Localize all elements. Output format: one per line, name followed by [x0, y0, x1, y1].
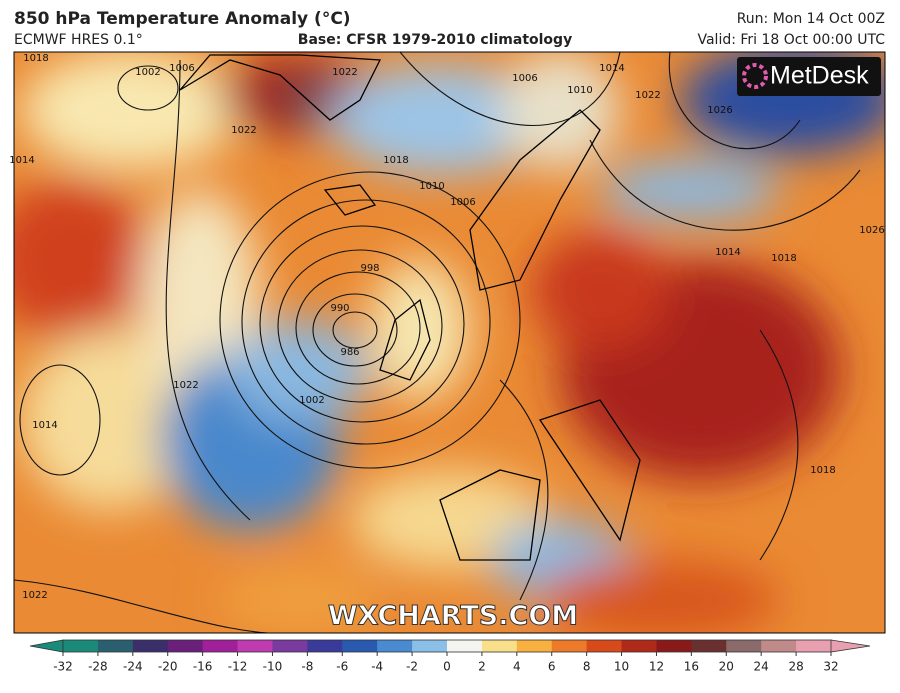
isobar-label: 986	[340, 347, 359, 358]
isobar-label: 990	[330, 303, 349, 314]
colorbar-arrow-right	[830, 639, 871, 653]
colorbar-segment	[691, 640, 727, 652]
colorbar: -32 -28 -24 -20 -16 -12 -10 -8 -6 -4 -2 0 2 4 6 8 10 12 16…	[29, 639, 871, 674]
isobar-label: 1026	[859, 225, 884, 236]
colorbar-tick-label: -6	[336, 660, 348, 674]
logo-box	[737, 57, 881, 96]
colorbar-segment	[202, 640, 239, 652]
isobar-label: 1018	[23, 53, 48, 64]
colorbar-segment	[97, 640, 134, 652]
colorbar-tick-label: -12	[228, 660, 248, 674]
colorbar-tick-label: 2	[478, 660, 486, 674]
colorbar-segment	[272, 640, 308, 652]
colorbar-segment	[656, 640, 692, 652]
isobar-label: 1002	[135, 67, 160, 78]
colorbar-segment	[621, 640, 657, 652]
colorbar-segment	[63, 640, 99, 652]
colorbar-tick-label: -16	[193, 660, 213, 674]
logo: MetDesk	[770, 62, 869, 90]
isobar-label: 1010	[567, 85, 592, 96]
isobar-label: 1022	[332, 67, 357, 78]
isobar-label: 1022	[635, 90, 660, 101]
isobar-label: 1018	[771, 253, 796, 264]
colorbar-tick-label: 28	[788, 660, 803, 674]
isobar-label: 1014	[32, 420, 57, 431]
colorbar-tick-label: -24	[123, 660, 143, 674]
isobar-label: 998	[360, 263, 379, 274]
colorbar-tick-label: -4	[371, 660, 383, 674]
colorbar-segment	[132, 640, 169, 652]
colorbar-tick-label: 12	[649, 660, 664, 674]
colorbar-arrow-left	[29, 639, 64, 653]
colorbar-tick-label: -20	[158, 660, 178, 674]
isobar-label: 1014	[715, 247, 740, 258]
valid: Valid: Fri 18 Oct 00:00 UTC	[697, 32, 885, 48]
isobar-label: 1018	[810, 465, 835, 476]
colorbar-tick-label: 10	[614, 660, 629, 674]
colorbar-segment	[237, 640, 273, 652]
colorbar-segment	[167, 640, 204, 652]
colorbar-segment	[586, 640, 623, 652]
colorbar-segment	[412, 640, 448, 652]
isobar-label: 1022	[22, 590, 47, 601]
colorbar-tick-label: 24	[754, 660, 769, 674]
isobar-label: 1014	[9, 155, 34, 166]
colorbar-tick-label: -28	[88, 660, 108, 674]
logo-icon	[742, 63, 768, 89]
colorbar-tick-label: -10	[263, 660, 283, 674]
isobar-label: 1022	[173, 380, 198, 391]
isobar-label: 1006	[512, 73, 537, 84]
colorbar-tick-label: 20	[719, 660, 734, 674]
colorbar-tick-label: 16	[684, 660, 699, 674]
isobar-label: 1006	[450, 197, 475, 208]
isobar-label: 1002	[299, 395, 324, 406]
colorbar-tick-label: 8	[583, 660, 591, 674]
colorbar-segment	[447, 640, 483, 652]
colorbar-segment	[481, 640, 518, 652]
isobar-label: 1010	[419, 181, 444, 192]
colorbar-segment	[516, 640, 553, 652]
colorbar-tick-label: 0	[443, 660, 451, 674]
colorbar-tick-label: -2	[406, 660, 418, 674]
watermark: WXCHARTS.COM	[328, 601, 578, 632]
colorbar-segment	[761, 640, 797, 652]
isobar-label: 1014	[599, 63, 624, 74]
colorbar-segment	[377, 640, 413, 652]
title: 850 hPa Temperature Anomaly (°C)	[14, 9, 351, 29]
colorbar-tick-label: -8	[301, 660, 313, 674]
colorbar-segment	[726, 640, 762, 652]
isobar-label: 1006	[169, 63, 194, 74]
isobar-label: 1026	[707, 105, 732, 116]
colorbar-tick-label: 4	[513, 660, 521, 674]
colorbar-segment	[307, 640, 343, 652]
map	[14, 52, 885, 633]
model: ECMWF HRES 0.1°	[14, 32, 143, 48]
colorbar-tick-label: -32	[53, 660, 73, 674]
base: Base: CFSR 1979-2010 climatology	[298, 32, 572, 48]
isobar-label: 1022	[231, 125, 256, 136]
colorbar-tick-label: 6	[548, 660, 556, 674]
colorbar-segment	[342, 640, 378, 652]
colorbar-segment	[551, 640, 588, 652]
run: Run: Mon 14 Oct 00Z	[737, 11, 885, 27]
isobar-labels: 1018 1002 1006 1014 1022 1022 1018 1010 1006 998 9…	[9, 53, 884, 601]
colorbar-segment	[796, 640, 832, 652]
isobar-label: 1018	[383, 155, 408, 166]
colorbar-tick-label: 32	[823, 660, 838, 674]
map-frame	[13, 51, 886, 634]
